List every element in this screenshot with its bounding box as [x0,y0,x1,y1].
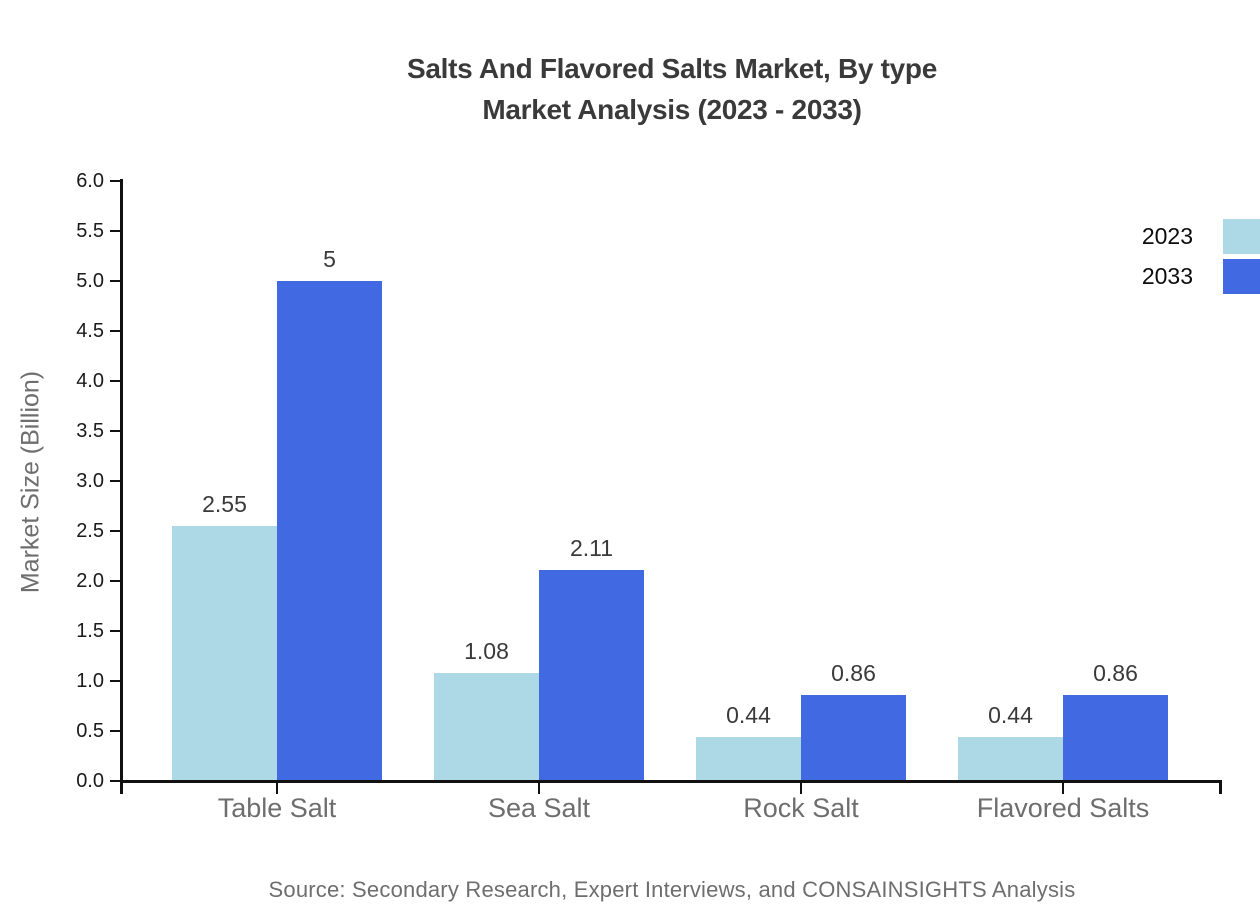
y-axis-line [120,179,123,794]
y-tick-0.0 [110,780,122,782]
y-tick-3.5 [110,430,122,432]
y-tick-2.0 [110,580,122,582]
category-label-sea-salt: Sea Salt [487,793,591,823]
category-label-flavored-salts: Flavored Salts [976,793,1150,823]
x-tick-flavored-salts [1062,781,1064,794]
bar-2023-rock-salt [696,737,801,781]
bar-value-label-2023-sea-salt: 1.08 [464,638,509,664]
y-tick-2.5 [110,530,122,532]
category-label-rock-salt: Rock Salt [743,793,859,823]
x-axis-end-tick [1219,781,1222,794]
x-tick-sea-salt [538,781,540,794]
y-tick-label-5.0: 5.0 [76,270,104,292]
y-tick-5.5 [110,230,122,232]
bar-value-label-2033-flavored-salts: 0.86 [1093,660,1138,686]
y-tick-label-1.0: 1.0 [76,670,104,692]
y-tick-1.5 [110,630,122,632]
y-tick-label-1.5: 1.5 [76,620,104,642]
legend-label-2023: 2023 [1141,223,1193,249]
bar-2023-table-salt [172,526,277,781]
source-note: Source: Secondary Research, Expert Inter… [268,877,1076,902]
y-tick-label-0.0: 0.0 [76,770,104,792]
x-tick-table-salt [276,781,278,794]
bar-2033-rock-salt [801,695,906,781]
category-label-table-salt: Table Salt [217,793,337,823]
y-tick-4.5 [110,330,122,332]
bar-2033-table-salt [277,281,382,781]
bar-value-label-2033-rock-salt: 0.86 [831,660,876,686]
x-tick-rock-salt [800,781,802,794]
chart-title: Salts And Flavored Salts Market, By type… [122,48,1222,130]
y-tick-label-3.0: 3.0 [76,470,104,492]
bar-value-label-2023-rock-salt: 0.44 [726,702,771,728]
legend: 2023 2033 [1100,219,1260,299]
y-tick-4.0 [110,380,122,382]
bar-value-label-2023-table-salt: 2.55 [202,491,247,517]
bar-2033-sea-salt [539,570,644,781]
legend-swatch-2023 [1223,219,1260,254]
legend-swatch-2033 [1223,259,1260,294]
x-axis-line [120,780,1222,783]
bar-value-label-2033-sea-salt: 2.11 [569,535,614,561]
y-tick-label-0.5: 0.5 [76,720,104,742]
y-tick-label-2.0: 2.0 [76,570,104,592]
chart-title-line2: Market Analysis (2023 - 2033) [482,94,862,125]
y-tick-5.0 [110,280,122,282]
chart-title-line1: Salts And Flavored Salts Market, By type [406,53,938,84]
y-tick-label-5.5: 5.5 [76,220,104,242]
legend-row-2033: 2033 [1100,259,1260,294]
y-tick-label-4.5: 4.5 [76,320,104,342]
y-tick-6.0 [110,180,122,182]
y-tick-label-3.5: 3.5 [76,420,104,442]
bar-value-label-2023-flavored-salts: 0.44 [988,702,1033,728]
bar-2023-sea-salt [434,673,539,781]
y-tick-label-6.0: 6.0 [76,170,104,192]
bar-2023-flavored-salts [958,737,1063,781]
y-tick-label-2.5: 2.5 [76,520,104,542]
y-tick-1.0 [110,680,122,682]
bar-2033-flavored-salts [1063,695,1168,781]
y-tick-3.0 [110,480,122,482]
y-tick-0.5 [110,730,122,732]
legend-label-2033: 2033 [1141,263,1193,289]
bar-value-label-2033-table-salt: 5 [323,246,336,272]
y-tick-label-4.0: 4.0 [76,370,104,392]
legend-row-2023: 2023 [1100,219,1260,254]
